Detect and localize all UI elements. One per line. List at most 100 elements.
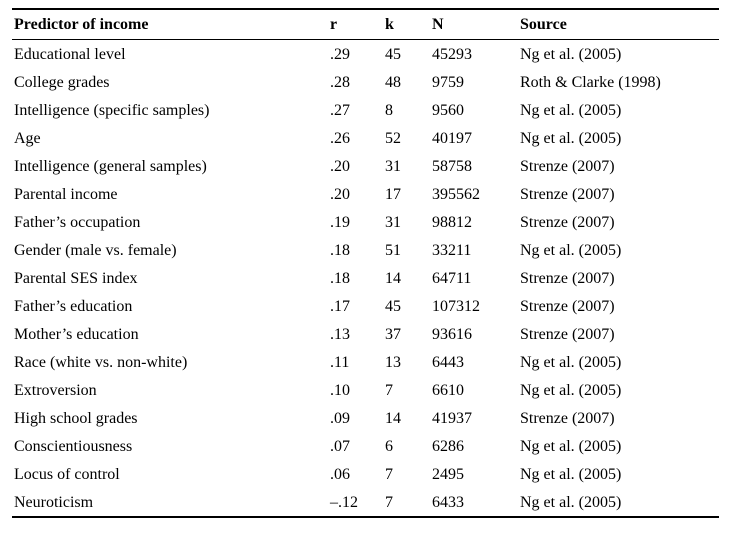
cell-n: 6433 (432, 493, 464, 511)
cell-predictor: Race (white vs. non-white) (14, 353, 188, 371)
cell-predictor: Conscientiousness (14, 437, 133, 455)
cell-predictor: Neuroticism (14, 493, 94, 511)
cell-source: Ng et al. (2005) (520, 45, 622, 63)
cell-n: 9560 (432, 101, 464, 119)
income-predictors-table: Predictor of income r k N Source Educati… (12, 8, 719, 518)
cell-n: 93616 (432, 325, 472, 343)
col-header-source: Source (520, 16, 567, 33)
cell-predictor: Mother’s education (14, 325, 139, 343)
cell-k: 45 (385, 297, 401, 315)
cell-n: 395562 (432, 185, 480, 203)
cell-r: .27 (330, 101, 350, 119)
cell-k: 51 (385, 241, 401, 259)
table-row: Neuroticism –.12 7 6433 Ng et al. (2005) (12, 488, 719, 517)
cell-r: .17 (330, 297, 350, 315)
cell-n: 6610 (432, 381, 464, 399)
table-row: Gender (male vs. female) .18 51 33211 Ng et … (12, 236, 719, 264)
cell-k: 48 (385, 73, 401, 91)
cell-r: .09 (330, 409, 350, 427)
cell-n: 107312 (432, 297, 480, 315)
col-header-k: k (385, 16, 394, 33)
cell-r: .28 (330, 73, 350, 91)
predictors-of-income-table: Predictor of income r k N Source Educati… (12, 8, 719, 518)
cell-n: 64711 (432, 269, 472, 287)
cell-k: 6 (385, 437, 393, 455)
cell-k: 14 (385, 269, 401, 287)
table-row: Father’s education .17 45 107312 Strenze (20… (12, 292, 719, 320)
cell-source: Strenze (2007) (520, 409, 615, 427)
cell-r: .26 (330, 129, 350, 147)
cell-r: .10 (330, 381, 350, 399)
cell-source: Strenze (2007) (520, 325, 615, 343)
cell-predictor: Educational level (14, 45, 126, 63)
cell-k: 7 (385, 465, 393, 483)
cell-n: 2495 (432, 465, 464, 483)
table-row: Parental SES index .18 14 64711 Strenze (200… (12, 264, 719, 292)
cell-k: 31 (385, 157, 401, 175)
table-row: College grades .28 48 9759 Roth & Clarke (19… (12, 68, 719, 96)
cell-source: Ng et al. (2005) (520, 437, 622, 455)
cell-predictor: High school grades (14, 409, 138, 427)
cell-predictor: Father’s occupation (14, 213, 141, 231)
cell-predictor: College grades (14, 73, 110, 91)
cell-r: .11 (330, 353, 350, 371)
cell-k: 7 (385, 493, 393, 511)
cell-source: Strenze (2007) (520, 185, 615, 203)
table-row: Extroversion .10 7 6610 Ng et al. (2005) (12, 376, 719, 404)
cell-predictor: Locus of control (14, 465, 120, 483)
cell-k: 31 (385, 213, 401, 231)
cell-predictor: Parental SES index (14, 269, 138, 287)
cell-source: Ng et al. (2005) (520, 465, 622, 483)
cell-predictor: Extroversion (14, 381, 97, 399)
cell-source: Ng et al. (2005) (520, 493, 622, 511)
cell-r: .18 (330, 269, 350, 287)
table-row: Conscientiousness .07 6 6286 Ng et al. (2005… (12, 432, 719, 460)
col-header-predictor: Predictor of income (14, 16, 149, 33)
table-row: Father’s occupation .19 31 98812 Strenze (20… (12, 208, 719, 236)
table-row: High school grades .09 14 41937 Strenze (200… (12, 404, 719, 432)
cell-n: 9759 (432, 73, 464, 91)
cell-r: .19 (330, 213, 350, 231)
cell-r: .18 (330, 241, 350, 259)
cell-k: 8 (385, 101, 393, 119)
table-row: Race (white vs. non-white) .11 13 6443 Ng et… (12, 348, 719, 376)
cell-r: .29 (330, 45, 350, 63)
cell-r: –.12 (330, 493, 358, 511)
cell-predictor: Intelligence (specific samples) (14, 101, 210, 119)
cell-n: 6443 (432, 353, 464, 371)
col-header-r: r (330, 16, 338, 33)
cell-predictor: Intelligence (general samples) (14, 157, 207, 175)
cell-source: Strenze (2007) (520, 213, 615, 231)
cell-n: 40197 (432, 129, 472, 147)
cell-k: 14 (385, 409, 401, 427)
cell-r: .13 (330, 325, 350, 343)
cell-k: 37 (385, 325, 401, 343)
cell-source: Strenze (2007) (520, 297, 615, 315)
cell-source: Ng et al. (2005) (520, 129, 622, 147)
cell-source: Strenze (2007) (520, 269, 615, 287)
cell-n: 58758 (432, 157, 472, 175)
cell-n: 98812 (432, 213, 472, 231)
cell-k: 13 (385, 353, 401, 371)
table-row: Locus of control .06 7 2495 Ng et al. (2005) (12, 460, 719, 488)
cell-predictor: Gender (male vs. female) (14, 241, 177, 259)
col-header-n: N (432, 16, 444, 33)
cell-predictor: Father’s education (14, 297, 133, 315)
cell-n: 41937 (432, 409, 472, 427)
cell-r: .20 (330, 157, 350, 175)
cell-n: 33211 (432, 241, 472, 259)
cell-n: 45293 (432, 45, 472, 63)
cell-predictor: Parental income (14, 185, 118, 203)
cell-r: .07 (330, 437, 350, 455)
table-row: Age .26 52 40197 Ng et al. (2005) (12, 124, 719, 152)
cell-r: .06 (330, 465, 350, 483)
cell-source: Ng et al. (2005) (520, 381, 622, 399)
header-row: Predictor of income r k N Source (12, 9, 719, 40)
cell-r: .20 (330, 185, 350, 203)
table-row: Intelligence (general samples) .20 31 58758… (12, 152, 719, 180)
cell-k: 52 (385, 129, 401, 147)
table-row: Educational level .29 45 45293 Ng et al. (20… (12, 40, 719, 69)
cell-source: Roth & Clarke (1998) (520, 73, 661, 91)
cell-source: Strenze (2007) (520, 157, 615, 175)
cell-predictor: Age (14, 129, 41, 147)
